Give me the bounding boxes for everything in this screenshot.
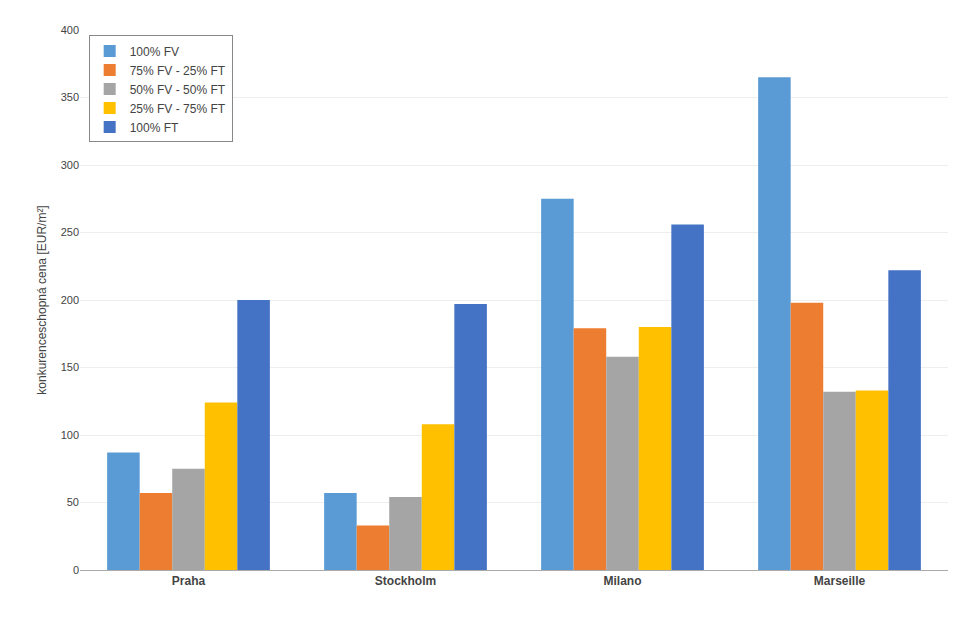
svg-text:0: 0 [73, 564, 79, 576]
svg-text:100: 100 [61, 429, 79, 441]
svg-text:75% FV - 25% FT: 75% FV - 25% FT [130, 64, 226, 78]
svg-text:Stockholm: Stockholm [375, 574, 436, 588]
svg-text:100% FV: 100% FV [130, 45, 179, 59]
svg-text:50% FV - 50% FT: 50% FV - 50% FT [130, 83, 226, 97]
svg-text:400: 400 [61, 24, 79, 36]
svg-text:25% FV - 75% FT: 25% FV - 75% FT [130, 102, 226, 116]
svg-text:Milano: Milano [604, 574, 642, 588]
svg-text:150: 150 [61, 361, 79, 373]
svg-text:Marseille: Marseille [814, 574, 866, 588]
svg-text:Praha: Praha [172, 574, 206, 588]
svg-text:250: 250 [61, 226, 79, 238]
svg-text:350: 350 [61, 91, 79, 103]
svg-text:200: 200 [61, 294, 79, 306]
svg-text:300: 300 [61, 159, 79, 171]
svg-text:konkurenceschopná cena [EUR/m²: konkurenceschopná cena [EUR/m²] [35, 205, 49, 394]
svg-text:100% FT: 100% FT [130, 121, 179, 135]
svg-text:50: 50 [67, 496, 79, 508]
